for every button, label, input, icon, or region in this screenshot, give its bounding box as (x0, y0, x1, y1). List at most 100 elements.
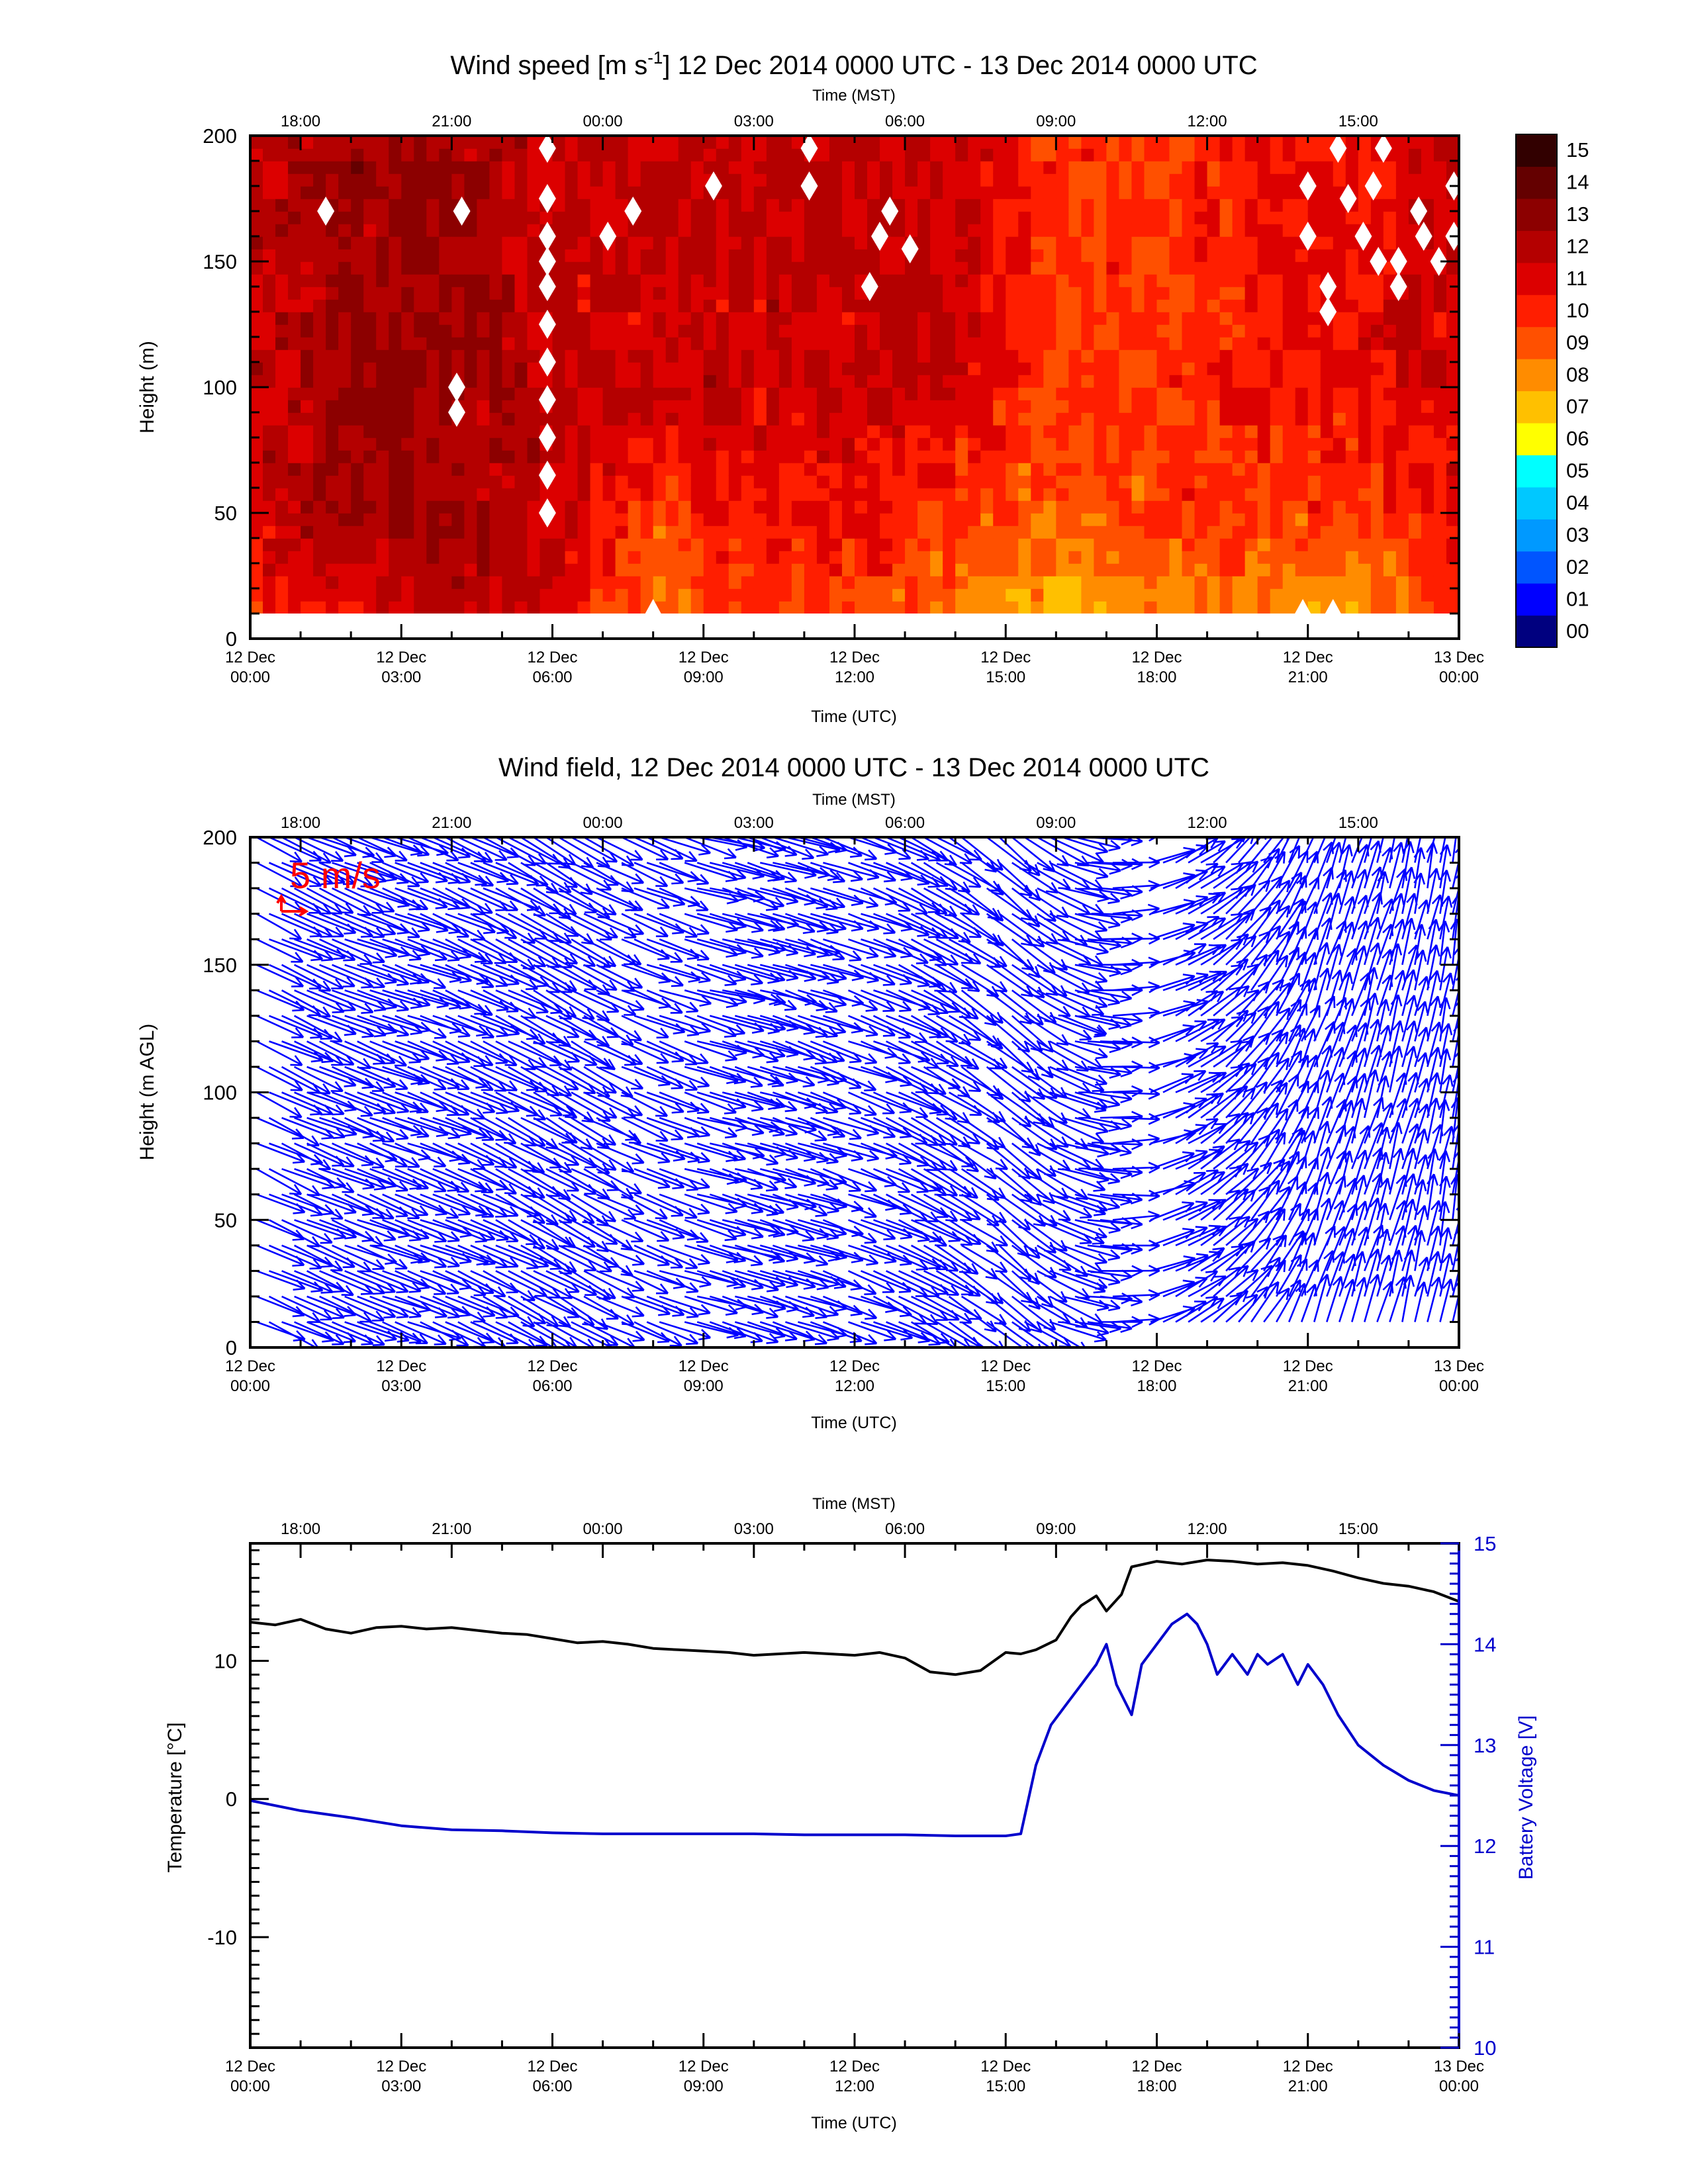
heat-cell (628, 299, 641, 312)
wind-vector (281, 1270, 334, 1293)
wind-vector (470, 1321, 519, 1344)
heat-cell (1408, 324, 1422, 338)
heat-cell (376, 500, 390, 514)
wind-vector (407, 1270, 459, 1295)
heat-cell (880, 362, 893, 375)
heat-cell (778, 475, 792, 488)
heat-cell (1194, 199, 1208, 212)
heat-cell (1395, 601, 1409, 614)
heat-cell (615, 450, 629, 463)
heat-cell (1282, 324, 1296, 338)
heat-cell (1194, 601, 1208, 614)
heat-cell (1131, 500, 1145, 514)
heat-cell (363, 375, 377, 388)
heat-cell (640, 236, 654, 250)
wind-vector-head (504, 1142, 516, 1145)
heat-cell (1018, 211, 1032, 224)
heat-cell (565, 576, 579, 589)
heat-cell (930, 588, 943, 602)
heat-cell (855, 576, 868, 589)
wind-vector (369, 1091, 422, 1112)
heat-cell (678, 136, 692, 149)
heat-cell (527, 387, 541, 400)
heat-cell (1207, 538, 1221, 551)
heat-cell (841, 576, 855, 589)
heat-cell (451, 538, 465, 551)
heat-cell (1408, 588, 1422, 602)
heat-cell (326, 538, 339, 551)
heat-cell (816, 161, 830, 174)
heat-cell (489, 551, 503, 564)
heat-cell (728, 337, 742, 350)
heat-cell (980, 551, 994, 564)
heat-cell (577, 488, 591, 501)
heat-cell (716, 463, 729, 476)
heat-cell (565, 186, 579, 199)
heat-cell (804, 287, 818, 300)
heat-cell (1219, 349, 1233, 363)
heat-cell (527, 337, 541, 350)
heat-cell (527, 224, 541, 237)
heat-cell (804, 400, 818, 413)
heat-cell (250, 161, 263, 174)
heat-cell (301, 588, 314, 602)
heat-cell (514, 249, 528, 262)
heat-cell (615, 136, 629, 149)
heat-cell (363, 513, 377, 526)
heat-cell (477, 249, 491, 262)
heat-cell (1446, 287, 1459, 300)
heat-cell (716, 387, 729, 400)
heat-cell (1131, 249, 1145, 262)
heat-cell (1433, 136, 1447, 149)
heat-cell (741, 362, 755, 375)
heat-cell (703, 337, 717, 350)
wind-vector-head (475, 1213, 488, 1217)
heat-cell (628, 173, 641, 187)
heat-cell (1156, 588, 1170, 602)
heat-cell (980, 412, 994, 426)
heat-cell (602, 525, 616, 539)
heat-cell (640, 525, 654, 539)
heat-cell (1320, 249, 1334, 262)
heat-cell (653, 475, 667, 488)
heat-cell (1018, 576, 1032, 589)
heat-cell (1270, 513, 1284, 526)
heat-cell (791, 601, 805, 614)
heat-cell (1333, 337, 1346, 350)
heat-cell (1031, 148, 1045, 161)
heat-cell (917, 337, 931, 350)
colorbar-label: 12 (1566, 235, 1589, 258)
heat-cell (1207, 513, 1221, 526)
heat-cell (288, 261, 301, 275)
heat-cell (829, 249, 843, 262)
wind-vector-head (436, 1058, 448, 1062)
heat-cell (1395, 161, 1409, 174)
heat-cell (1282, 538, 1296, 551)
wind-vector (281, 1219, 333, 1244)
heat-cell (716, 236, 729, 250)
heat-cell (464, 601, 478, 614)
heat-cell (917, 274, 931, 287)
heat-cell (1056, 274, 1070, 287)
heat-cell (1270, 475, 1284, 488)
heat-cell (376, 261, 390, 275)
wind-vector (269, 1091, 322, 1115)
heat-cell (1421, 538, 1434, 551)
heat-cell (943, 437, 956, 451)
heat-cell (565, 136, 579, 149)
heat-cell (1421, 161, 1434, 174)
heat-cell (880, 425, 893, 438)
heat-cell (1345, 236, 1359, 250)
heat-cell (1043, 173, 1057, 187)
heat-cell (414, 563, 428, 576)
heat-cell (716, 513, 729, 526)
heat-cell (1081, 425, 1095, 438)
heat-cell (502, 261, 516, 275)
heat-cell (1006, 375, 1019, 388)
wind-vector-head (420, 872, 430, 883)
wind-vector-head (411, 1208, 420, 1219)
heat-cell (943, 425, 956, 438)
heat-cell (250, 400, 263, 413)
heat-cell (326, 500, 339, 514)
heat-cell (338, 199, 352, 212)
